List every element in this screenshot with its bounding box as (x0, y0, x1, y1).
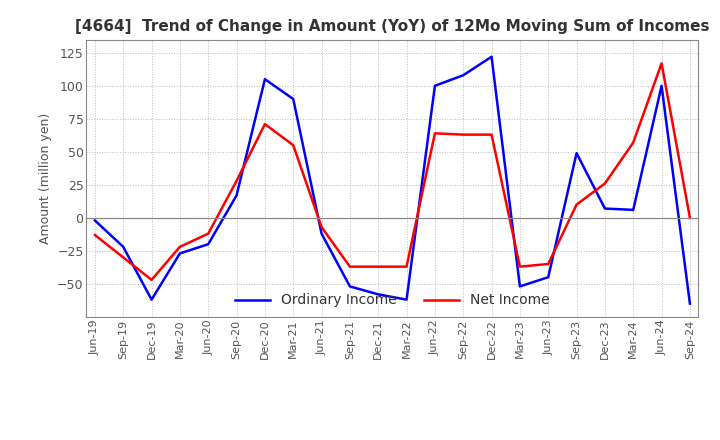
Net Income (431, 131, 439, 136)
Net Income (148, 277, 156, 282)
Ordinary Income (374, 292, 382, 297)
Ordinary Income (516, 284, 524, 289)
Net Income (600, 181, 609, 186)
Ordinary Income (402, 297, 411, 302)
Ordinary Income (572, 150, 581, 156)
Net Income (233, 178, 241, 183)
Net Income (318, 224, 326, 230)
Ordinary Income (91, 218, 99, 223)
Ordinary Income (176, 251, 184, 256)
Ordinary Income (289, 96, 297, 102)
Y-axis label: Amount (million yen): Amount (million yen) (39, 113, 52, 244)
Net Income (487, 132, 496, 137)
Net Income (374, 264, 382, 269)
Ordinary Income (233, 193, 241, 198)
Ordinary Income (346, 284, 354, 289)
Legend: Ordinary Income, Net Income: Ordinary Income, Net Income (230, 287, 555, 313)
Ordinary Income (431, 83, 439, 88)
Ordinary Income (119, 244, 127, 249)
Net Income (685, 215, 694, 220)
Net Income (119, 255, 127, 260)
Net Income (346, 264, 354, 269)
Net Income (629, 140, 637, 145)
Ordinary Income (685, 301, 694, 306)
Net Income (204, 231, 212, 236)
Ordinary Income (459, 73, 467, 78)
Net Income (516, 264, 524, 269)
Net Income (657, 61, 666, 66)
Net Income (402, 264, 411, 269)
Ordinary Income (487, 54, 496, 59)
Ordinary Income (148, 297, 156, 302)
Ordinary Income (318, 231, 326, 236)
Ordinary Income (657, 83, 666, 88)
Net Income (544, 261, 552, 267)
Ordinary Income (261, 77, 269, 82)
Title: [4664]  Trend of Change in Amount (YoY) of 12Mo Moving Sum of Incomes: [4664] Trend of Change in Amount (YoY) o… (75, 19, 710, 34)
Net Income (261, 121, 269, 127)
Net Income (289, 143, 297, 148)
Line: Ordinary Income: Ordinary Income (95, 57, 690, 304)
Ordinary Income (629, 207, 637, 213)
Line: Net Income: Net Income (95, 63, 690, 280)
Net Income (91, 232, 99, 238)
Net Income (176, 244, 184, 249)
Ordinary Income (544, 275, 552, 280)
Net Income (572, 202, 581, 207)
Ordinary Income (600, 206, 609, 211)
Ordinary Income (204, 242, 212, 247)
Net Income (459, 132, 467, 137)
